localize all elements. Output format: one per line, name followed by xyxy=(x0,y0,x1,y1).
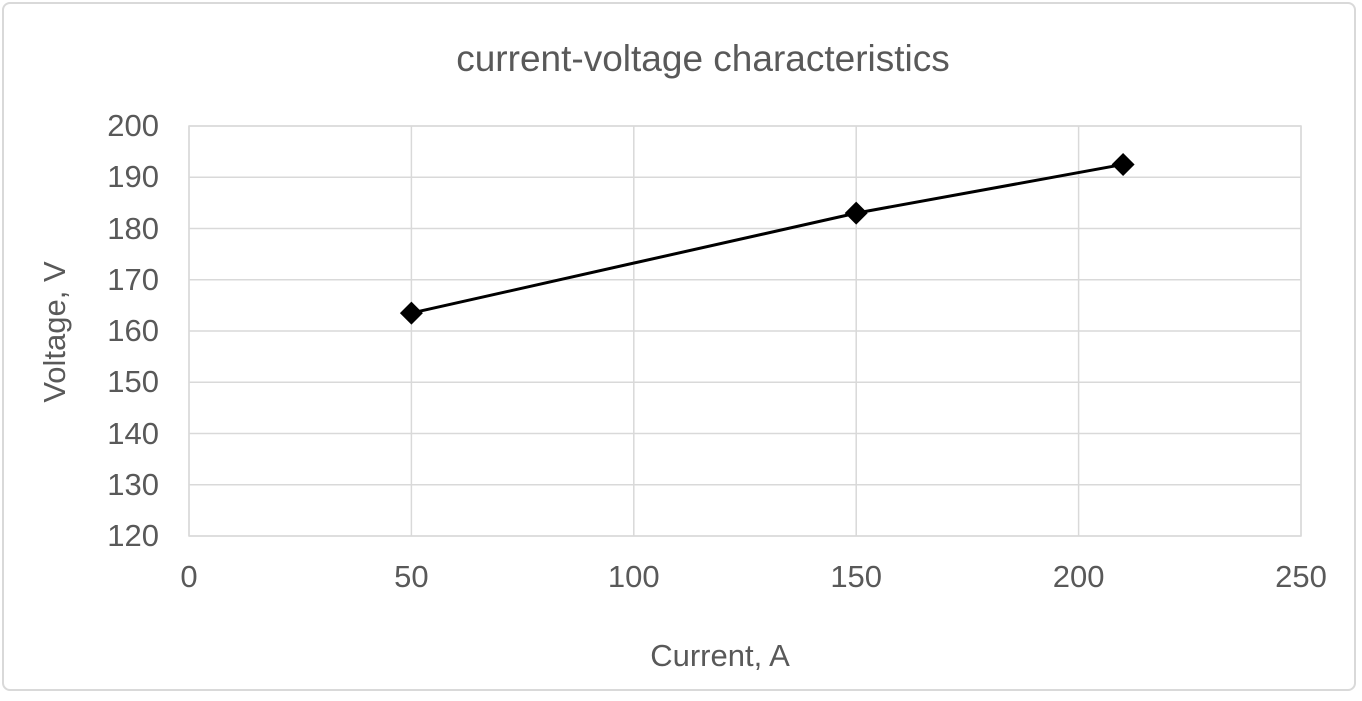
y-tick-label: 160 xyxy=(107,313,159,348)
x-tick-label: 200 xyxy=(1052,559,1105,594)
y-tick-label: 150 xyxy=(107,364,159,400)
y-tick-label: 200 xyxy=(107,108,159,143)
chart-title: current-voltage characteristics xyxy=(456,38,950,79)
x-tick-label: 250 xyxy=(1275,559,1327,594)
data-point-marker xyxy=(1111,152,1135,176)
data-point-marker xyxy=(399,301,423,325)
y-tick-label: 170 xyxy=(107,261,159,297)
x-tick-label: 0 xyxy=(180,559,198,594)
y-tick-label: 180 xyxy=(107,210,159,246)
x-axis-title: Current, A xyxy=(650,638,790,673)
data-point-marker xyxy=(844,201,868,225)
series-line xyxy=(411,162,1124,315)
x-tick-label: 150 xyxy=(830,559,883,594)
y-tick-label: 140 xyxy=(107,415,159,451)
plot-area xyxy=(188,125,1302,537)
y-tick-label: 130 xyxy=(107,466,159,502)
x-tick-label: 50 xyxy=(394,559,429,594)
chart-frame: current-voltage characteristics Voltage,… xyxy=(2,2,1356,691)
y-tick-label: 190 xyxy=(107,159,159,195)
x-tick-label: 100 xyxy=(607,559,660,594)
y-tick-label: 120 xyxy=(107,518,159,553)
plot-border xyxy=(188,125,1302,537)
